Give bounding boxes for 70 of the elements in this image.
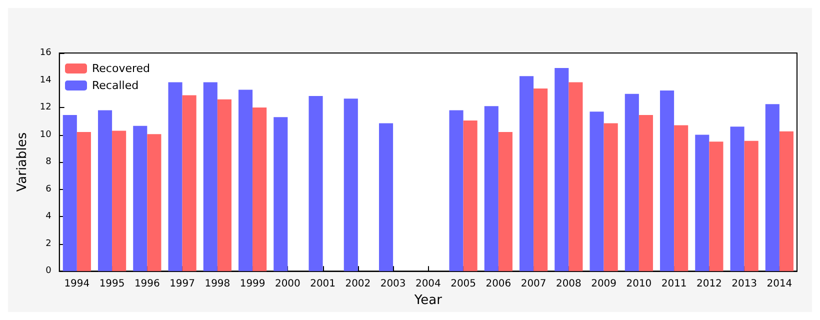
bar — [344, 98, 358, 272]
x-tick-label: 2005 — [450, 278, 476, 290]
x-tick-label: 1999 — [240, 278, 266, 290]
x-tick-label: 2014 — [766, 278, 792, 290]
x-tick-label: 2003 — [380, 278, 406, 290]
x-tick-label: 2002 — [345, 278, 371, 290]
y-tick-label: 0 — [46, 266, 52, 276]
bar — [730, 126, 744, 272]
bar — [744, 140, 758, 272]
y-tick-label: 16 — [40, 48, 52, 58]
x-tick-label: 2001 — [310, 278, 336, 290]
y-tick-label: 8 — [46, 157, 52, 168]
bar — [604, 123, 618, 272]
bar — [534, 88, 548, 272]
bar — [590, 112, 604, 272]
bar — [695, 134, 710, 272]
x-tick-label: 2012 — [696, 278, 722, 290]
x-tick-label: 1997 — [170, 278, 196, 290]
y-tick-label: 6 — [46, 184, 52, 194]
x-tick-label: 2011 — [661, 278, 687, 290]
legend-label: Recalled — [92, 79, 139, 92]
bar — [274, 117, 288, 272]
bar — [133, 126, 148, 272]
bar — [182, 95, 196, 272]
x-tick-label: 2000 — [274, 278, 300, 290]
y-axis-title: Variables — [15, 132, 30, 192]
x-tick-label: 1994 — [64, 278, 90, 290]
bar — [484, 106, 498, 272]
bar — [252, 108, 267, 272]
x-tick-label: 2007 — [520, 278, 546, 290]
bar — [638, 115, 653, 272]
bar — [498, 132, 512, 272]
y-tick-label: 14 — [40, 75, 52, 86]
legend-label: Recovered — [92, 62, 150, 75]
bar — [449, 110, 464, 272]
bar — [660, 90, 674, 272]
x-tick-label: 2010 — [626, 278, 652, 290]
bar — [308, 96, 323, 272]
bar — [674, 125, 688, 272]
bar — [779, 131, 794, 272]
bar — [520, 76, 534, 272]
x-tick-label: 1996 — [134, 278, 160, 290]
y-tick-label: 10 — [40, 130, 52, 140]
y-tick-label: 2 — [46, 238, 52, 249]
x-tick-label: 1998 — [204, 278, 230, 290]
x-tick-label: 2009 — [591, 278, 617, 290]
bar — [238, 90, 253, 272]
x-tick-label: 2013 — [732, 278, 758, 290]
bar — [463, 120, 478, 272]
bar — [379, 123, 394, 272]
x-tick-label: 2004 — [415, 278, 441, 290]
bar — [112, 130, 126, 272]
y-tick-label: 4 — [46, 212, 52, 222]
bar — [76, 132, 91, 272]
x-tick-label: 2008 — [556, 278, 582, 290]
bar — [217, 99, 232, 272]
bar — [62, 115, 77, 272]
y-tick-label: 12 — [40, 102, 52, 113]
bar — [624, 94, 639, 272]
bar — [203, 82, 218, 272]
x-axis-title: Year — [413, 293, 443, 308]
bar — [98, 110, 112, 272]
bar — [147, 134, 162, 272]
bar — [168, 82, 182, 272]
x-tick-label: 2006 — [486, 278, 512, 290]
x-tick-label: 1995 — [99, 278, 125, 290]
bar — [709, 142, 724, 272]
bar — [554, 68, 569, 272]
bar — [568, 82, 583, 272]
bar — [765, 104, 780, 272]
